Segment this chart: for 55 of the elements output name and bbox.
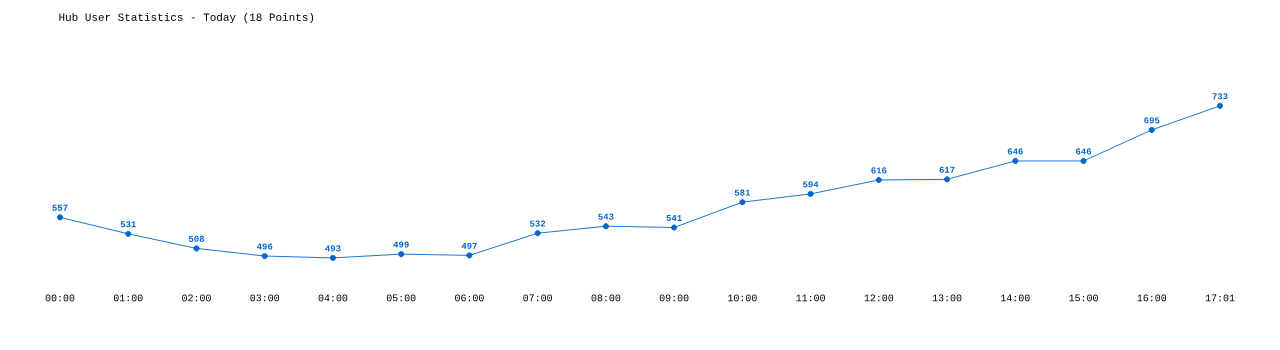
x-tick-label: 08:00 [591, 294, 621, 302]
x-tick-label: 01:00 [113, 294, 143, 302]
point [1080, 157, 1087, 165]
data-label: 499 [393, 241, 409, 248]
point [807, 190, 814, 197]
point [1148, 126, 1155, 133]
x-tick-label: 06:00 [455, 294, 484, 302]
x-tick-label: 03:00 [250, 294, 280, 302]
x-tick-label: 09:00 [659, 294, 689, 302]
x-tick-label: 13:00 [932, 294, 962, 302]
data-label: 617 [939, 166, 955, 173]
x-tick-label: 00:00 [45, 294, 75, 302]
x-tick-label: 05:00 [386, 294, 416, 302]
x-tick-label: 11:00 [796, 294, 825, 302]
x-tick-label: 15:00 [1069, 294, 1098, 302]
data-label: 493 [325, 245, 341, 252]
point [944, 176, 951, 183]
point [56, 214, 64, 221]
data-label: 695 [1144, 117, 1160, 124]
data-label: 594 [802, 181, 819, 188]
point [739, 199, 746, 206]
chart-title: Hub User Statistics - Today (18 Points) [59, 12, 314, 24]
point [329, 254, 336, 261]
x-tick-label: 16:00 [1137, 294, 1167, 302]
data-label: 733 [1212, 93, 1228, 100]
data-label: 508 [188, 235, 205, 242]
data-label: 543 [598, 213, 614, 220]
point [193, 245, 200, 252]
data-label: 646 [1007, 148, 1023, 155]
x-tick-label: 12:00 [864, 294, 894, 302]
point [875, 176, 882, 184]
x-tick-label: 07:00 [523, 294, 552, 302]
data-label: 532 [530, 220, 546, 227]
x-tick-label: 17:01 [1205, 294, 1235, 302]
point [125, 230, 132, 237]
point [466, 252, 473, 259]
point [1012, 157, 1019, 165]
point [602, 223, 609, 230]
point [1216, 102, 1224, 109]
data-label: 497 [461, 242, 477, 249]
data-label: 531 [120, 221, 136, 228]
data-label: 496 [256, 243, 273, 250]
point [261, 252, 268, 260]
point [398, 251, 405, 258]
data-label: 581 [734, 189, 751, 196]
x-tick-label: 02:00 [182, 294, 211, 302]
data-label: 557 [52, 204, 68, 211]
x-tick-label: 04:00 [318, 294, 348, 302]
data-label: 646 [1076, 148, 1092, 155]
data-label: 616 [871, 167, 887, 174]
point [534, 230, 541, 237]
point [671, 224, 678, 231]
data-label: 541 [666, 214, 682, 221]
x-tick-label: 14:00 [1001, 294, 1030, 302]
x-tick-label: 10:00 [728, 294, 757, 302]
